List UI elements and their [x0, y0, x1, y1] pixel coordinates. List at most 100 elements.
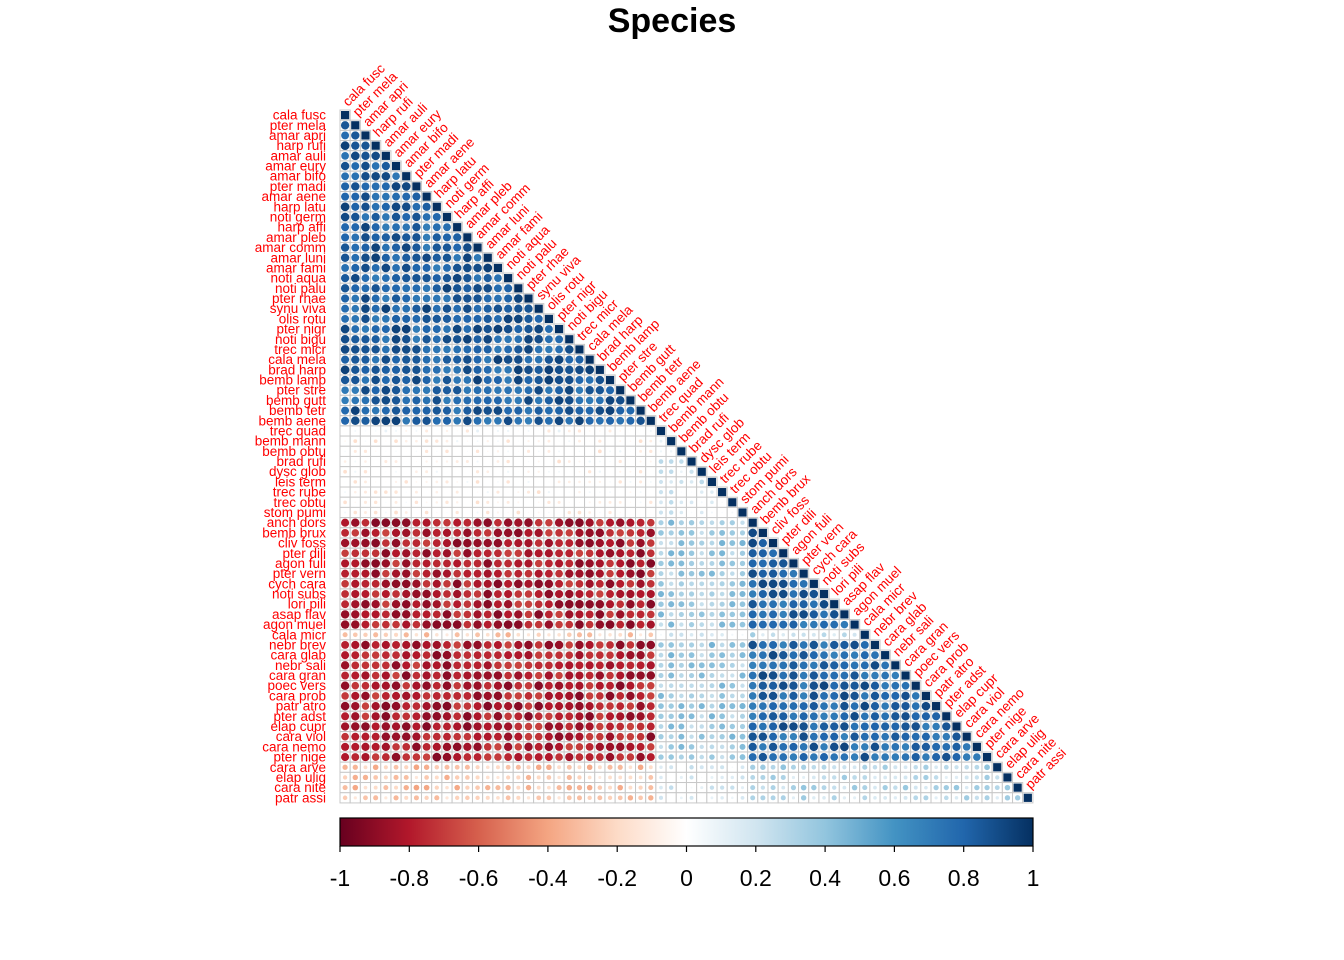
correlation-circle [659, 439, 663, 443]
correlation-circle [626, 650, 635, 660]
correlation-circle [514, 732, 523, 741]
correlation-circle [351, 712, 360, 721]
correlation-circle [606, 529, 614, 537]
correlation-circle [432, 314, 441, 324]
correlation-circle [943, 784, 949, 791]
correlation-circle [350, 151, 360, 161]
correlation-circle [658, 652, 664, 658]
correlation-circle [342, 764, 348, 770]
correlation-circle [626, 620, 635, 629]
correlation-circle [759, 743, 767, 751]
correlation-circle [483, 294, 492, 303]
correlation-circle [382, 600, 390, 608]
correlation-circle [719, 581, 725, 587]
correlation-circle [412, 314, 421, 323]
correlation-circle [493, 600, 502, 609]
correlation-circle [748, 692, 757, 700]
correlation-circle [668, 672, 675, 679]
correlation-circle [463, 559, 472, 568]
correlation-circle [504, 753, 513, 761]
correlation-circle [340, 538, 350, 548]
correlation-circle [434, 775, 439, 780]
correlation-circle [647, 569, 655, 578]
correlation-circle [605, 691, 615, 701]
correlation-circle [534, 681, 544, 691]
correlation-circle [456, 439, 459, 443]
correlation-circle [432, 406, 441, 415]
correlation-circle [453, 406, 461, 415]
correlation-circle [341, 151, 349, 160]
correlation-circle [343, 500, 347, 505]
correlation-circle [442, 406, 452, 415]
correlation-circle [463, 590, 472, 598]
correlation-circle [432, 681, 441, 690]
correlation-circle [565, 743, 573, 751]
correlation-circle [432, 620, 442, 629]
correlation-circle [922, 753, 930, 761]
correlation-circle [564, 599, 574, 609]
correlation-circle [392, 620, 400, 629]
correlation-circle [984, 795, 990, 801]
correlation-circle [401, 610, 411, 619]
correlation-circle [974, 795, 980, 800]
correlation-circle [558, 440, 560, 442]
correlation-circle [942, 722, 951, 731]
correlation-circle [463, 386, 472, 395]
correlation-circle [646, 580, 655, 588]
correlation-circle [626, 702, 635, 710]
correlation-circle [442, 314, 452, 324]
correlation-circle [361, 202, 370, 212]
correlation-circle [341, 396, 349, 405]
correlation-circle [636, 548, 645, 558]
correlation-circle [748, 579, 757, 588]
correlation-circle [626, 610, 635, 619]
correlation-circle [517, 440, 519, 442]
correlation-circle [496, 460, 500, 463]
correlation-circle [445, 633, 449, 637]
correlation-circle [381, 243, 390, 252]
correlation-circle [340, 212, 350, 222]
correlation-circle [770, 764, 776, 770]
correlation-circle [779, 641, 787, 649]
correlation-circle [902, 784, 909, 791]
correlation-circle [392, 172, 400, 181]
correlation-circle [547, 439, 551, 443]
diagonal-mark [504, 274, 513, 283]
correlation-circle [789, 753, 798, 761]
correlation-circle [432, 243, 441, 252]
correlation-circle [493, 579, 503, 589]
correlation-circle [435, 490, 439, 494]
correlation-circle [546, 764, 552, 771]
correlation-circle [758, 641, 767, 649]
correlation-circle [605, 732, 615, 741]
correlation-circle [658, 601, 664, 607]
correlation-circle [371, 192, 380, 201]
correlation-circle [536, 795, 542, 801]
correlation-circle [575, 396, 584, 405]
correlation-circle [585, 518, 594, 527]
correlation-circle [485, 775, 490, 780]
correlation-circle [585, 702, 594, 711]
correlation-circle [354, 501, 357, 504]
correlation-circle [1014, 795, 1021, 801]
correlation-circle [688, 693, 695, 699]
correlation-circle [514, 335, 523, 344]
correlation-circle [381, 202, 390, 211]
diagonal-mark [453, 223, 462, 232]
correlation-circle [514, 681, 523, 690]
correlation-circle [840, 661, 849, 670]
correlation-circle [819, 722, 829, 731]
correlation-circle [577, 765, 582, 770]
correlation-circle [668, 652, 675, 659]
correlation-circle [789, 610, 798, 619]
correlation-circle [402, 691, 411, 701]
correlation-circle [371, 651, 380, 659]
correlation-circle [463, 671, 472, 680]
correlation-circle [342, 632, 348, 638]
correlation-circle [565, 529, 574, 537]
correlation-circle [748, 753, 757, 762]
correlation-circle [514, 569, 523, 578]
correlation-circle [391, 202, 401, 212]
diagonal-mark [656, 426, 666, 436]
correlation-circle [639, 501, 642, 504]
